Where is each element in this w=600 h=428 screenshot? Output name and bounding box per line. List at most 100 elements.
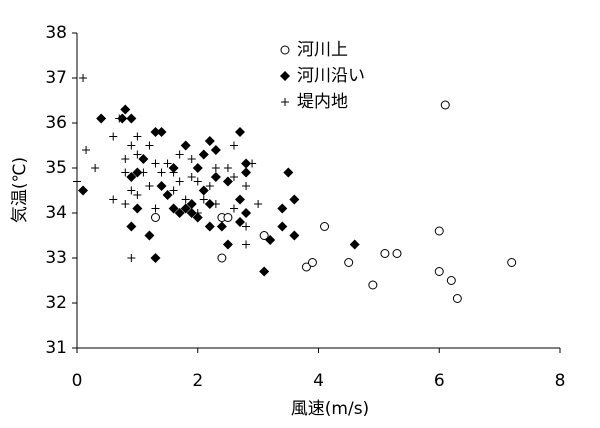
point — [192, 163, 203, 173]
x-axis-label: 風速(m/s) — [291, 399, 369, 419]
legend-label: 堤内地 — [297, 92, 348, 112]
point — [222, 176, 233, 187]
point — [241, 158, 252, 169]
point — [199, 195, 208, 204]
legend-label: 河川上 — [297, 40, 348, 60]
point — [163, 159, 172, 168]
x-tick-label: 8 — [555, 371, 566, 391]
point — [265, 235, 276, 245]
point — [79, 74, 88, 82]
point — [193, 209, 202, 217]
y-tick-label: 32 — [45, 293, 67, 313]
point — [151, 204, 160, 213]
point — [277, 221, 288, 232]
y-axis-label: 気温(℃) — [10, 157, 30, 223]
point — [242, 240, 251, 249]
point — [242, 182, 251, 190]
point — [241, 208, 252, 218]
legend-marker — [281, 98, 289, 106]
point — [307, 258, 317, 267]
point — [162, 190, 173, 200]
point — [507, 258, 517, 267]
point — [109, 132, 118, 141]
point — [181, 195, 190, 204]
point — [145, 182, 154, 190]
point — [156, 127, 167, 137]
point — [242, 222, 251, 231]
point — [139, 168, 148, 177]
legend-marker — [280, 45, 290, 55]
point — [180, 140, 191, 151]
point — [301, 262, 311, 272]
point — [157, 168, 166, 177]
point — [120, 104, 131, 115]
point — [187, 173, 196, 181]
x-tick-label: 4 — [313, 371, 324, 391]
point — [229, 173, 238, 181]
point — [211, 200, 220, 208]
point — [289, 230, 300, 241]
point — [133, 132, 142, 141]
point — [175, 177, 184, 186]
point — [223, 213, 233, 222]
point — [259, 231, 269, 240]
y-tick-label: 34 — [45, 203, 67, 223]
point — [259, 266, 270, 277]
point — [145, 141, 154, 150]
point — [235, 217, 246, 227]
point — [204, 136, 215, 146]
point — [320, 222, 330, 231]
point — [277, 203, 288, 214]
point — [434, 226, 444, 236]
point — [349, 239, 360, 250]
point — [392, 249, 402, 258]
point — [434, 267, 444, 276]
point — [193, 177, 202, 186]
point — [174, 208, 185, 218]
y-tick-label: 31 — [45, 338, 67, 358]
point — [186, 199, 197, 209]
point — [133, 150, 142, 159]
y-tick-label: 37 — [45, 68, 67, 88]
point — [133, 191, 142, 199]
point — [115, 114, 124, 123]
y-tick-label: 35 — [45, 158, 67, 178]
point — [187, 155, 196, 163]
point — [180, 203, 191, 214]
point — [210, 172, 221, 182]
point — [126, 113, 137, 124]
point — [235, 194, 246, 205]
point — [241, 167, 252, 178]
point — [138, 154, 149, 164]
point — [283, 167, 294, 178]
y-tick-label: 36 — [45, 113, 67, 133]
point — [127, 254, 136, 262]
point — [144, 230, 155, 241]
point — [156, 181, 167, 191]
point — [216, 221, 227, 232]
legend-marker — [280, 71, 290, 81]
point — [121, 168, 130, 177]
y-tick-label: 33 — [45, 248, 67, 268]
point — [127, 186, 136, 195]
point — [168, 163, 179, 173]
point — [127, 141, 136, 150]
point — [132, 167, 143, 178]
point — [109, 195, 118, 204]
point — [132, 203, 143, 214]
point — [96, 113, 107, 124]
point — [289, 194, 300, 205]
point — [380, 249, 390, 258]
point — [126, 172, 137, 182]
point — [235, 127, 246, 137]
point — [248, 159, 257, 168]
point — [198, 149, 209, 160]
point — [91, 164, 100, 172]
point — [198, 185, 209, 196]
point — [229, 204, 238, 213]
point — [452, 294, 462, 303]
point — [222, 239, 233, 250]
point — [169, 168, 178, 177]
x-tick-label: 0 — [72, 371, 83, 391]
point — [121, 155, 130, 163]
